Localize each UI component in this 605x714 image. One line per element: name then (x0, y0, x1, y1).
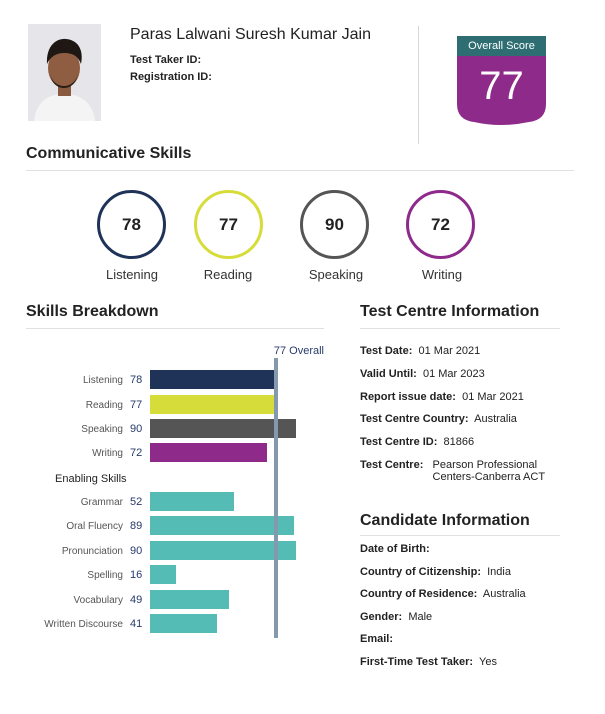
bar-listening (150, 370, 277, 389)
bar-label-speaking: Speaking (81, 424, 123, 435)
first-time-value: Yes (479, 656, 497, 668)
bar-label-pronunciation: Pronunciation (61, 546, 123, 557)
registration-id-label: Registration ID: (130, 71, 212, 83)
bar-writing (150, 443, 267, 462)
person-silhouette-icon (28, 24, 101, 121)
bar-value-written-discourse: 41 (130, 618, 143, 630)
bar-label-vocabulary: Vocabulary (73, 595, 123, 606)
badge-shape-icon (457, 36, 546, 125)
test-centre-line1: Pearson Professional (432, 459, 538, 471)
candidate-info-divider (360, 535, 560, 536)
listening-score-circle: 78 (97, 190, 166, 259)
first-time-label: First-Time Test Taker: (360, 656, 474, 668)
valid-until-row: Valid Until: 01 Mar 2023 (360, 368, 485, 380)
overall-marker-label: 77 Overall (273, 345, 324, 357)
reading-label: Reading (203, 267, 253, 282)
section-divider (26, 170, 574, 171)
breakdown-divider (26, 328, 324, 329)
valid-until-label: Valid Until: (360, 368, 417, 380)
bar-value-writing: 72 (130, 447, 143, 459)
test-taker-id-label: Test Taker ID: (130, 54, 202, 66)
report-issue-date-row: Report issue date: 01 Mar 2021 (360, 391, 524, 403)
bar-reading (150, 395, 275, 414)
bar-value-grammar: 52 (130, 496, 143, 508)
test-date-row: Test Date: 01 Mar 2021 (360, 345, 480, 357)
residence-row: Country of Residence: Australia (360, 588, 526, 600)
enabling-skills-label: Enabling Skills (55, 473, 127, 485)
bar-vocabulary (150, 590, 229, 609)
first-time-row: First-Time Test Taker: Yes (360, 656, 497, 668)
report-issue-date-value: 01 Mar 2021 (462, 391, 524, 403)
bar-speaking (150, 419, 296, 438)
overall-score-value: 77 (479, 64, 524, 108)
candidate-photo (28, 24, 101, 121)
bar-value-pronunciation: 90 (130, 545, 143, 557)
bar-pronunciation (150, 541, 296, 560)
bar-value-spelling: 16 (130, 569, 143, 581)
bar-spelling (150, 565, 176, 584)
bar-written-discourse (150, 614, 217, 633)
test-centre-id-label: Test Centre ID: (360, 436, 438, 448)
bar-grammar (150, 492, 234, 511)
writing-score-circle: 72 (406, 190, 475, 259)
email-label: Email: (360, 633, 394, 645)
bar-label-listening: Listening (82, 375, 123, 386)
test-centre-id-value: 81866 (443, 436, 475, 448)
test-centre-id-row: Test Centre ID: 81866 (360, 436, 474, 448)
gender-row: Gender: Male (360, 611, 432, 623)
test-centre-row: Test Centre: Pearson Professional Center… (360, 459, 545, 483)
writing-label: Writing (421, 267, 463, 282)
test-date-value: 01 Mar 2021 (418, 345, 481, 357)
gender-value: Male (408, 611, 433, 623)
residence-label: Country of Residence: (360, 588, 478, 600)
bar-value-speaking: 90 (130, 423, 143, 435)
overall-score-badge: Overall Score 77 (457, 36, 546, 126)
bar-label-spelling: Spelling (87, 570, 123, 581)
report-issue-date-label: Report issue date: (360, 391, 456, 403)
bar-value-reading: 77 (130, 399, 143, 411)
test-centre-value: Pearson Professional Centers-Canberra AC… (433, 459, 546, 483)
overall-score-label: Overall Score (468, 40, 535, 52)
bar-label-written-discourse: Written Discourse (44, 619, 123, 630)
bar-value-oral-fluency: 89 (130, 520, 143, 532)
dob-label: Date of Birth: (360, 543, 430, 555)
overall-marker-line (274, 358, 278, 638)
candidate-info-title: Candidate Information (360, 512, 530, 529)
test-centre-line2: Centers-Canberra ACT (432, 471, 546, 483)
test-centre-title: Test Centre Information (360, 303, 540, 320)
email-row: Email: (360, 633, 396, 645)
bar-label-grammar: Grammar (80, 497, 123, 508)
speaking-label: Speaking (308, 267, 364, 282)
citizenship-row: Country of Citizenship: India (360, 566, 511, 578)
bar-label-oral-fluency: Oral Fluency (66, 521, 123, 532)
test-centre-divider (360, 328, 560, 329)
communicative-skills-title: Communicative Skills (26, 145, 192, 162)
speaking-score-circle: 90 (300, 190, 369, 259)
reading-score-circle: 77 (194, 190, 263, 259)
citizenship-label: Country of Citizenship: (360, 566, 481, 578)
test-centre-country-row: Test Centre Country: Australia (360, 413, 517, 425)
gender-label: Gender: (360, 611, 403, 623)
residence-value: Australia (482, 588, 526, 600)
bar-oral-fluency (150, 516, 294, 535)
test-centre-label: Test Centre: (360, 459, 424, 471)
test-date-label: Test Date: (360, 345, 413, 357)
candidate-name: Paras Lalwani Suresh Kumar Jain (130, 26, 372, 43)
bar-label-reading: Reading (85, 400, 123, 411)
valid-until-value: 01 Mar 2023 (422, 368, 485, 380)
dob-row: Date of Birth: (360, 543, 433, 555)
citizenship-value: India (487, 566, 511, 578)
bar-label-writing: Writing (92, 448, 123, 459)
test-centre-country-value: Australia (474, 413, 517, 425)
skills-breakdown-title: Skills Breakdown (26, 303, 159, 320)
bar-value-listening: 78 (130, 374, 143, 386)
listening-label: Listening (105, 267, 159, 282)
header-divider (418, 26, 419, 144)
test-centre-country-label: Test Centre Country: (360, 413, 469, 425)
bar-value-vocabulary: 49 (130, 594, 143, 606)
